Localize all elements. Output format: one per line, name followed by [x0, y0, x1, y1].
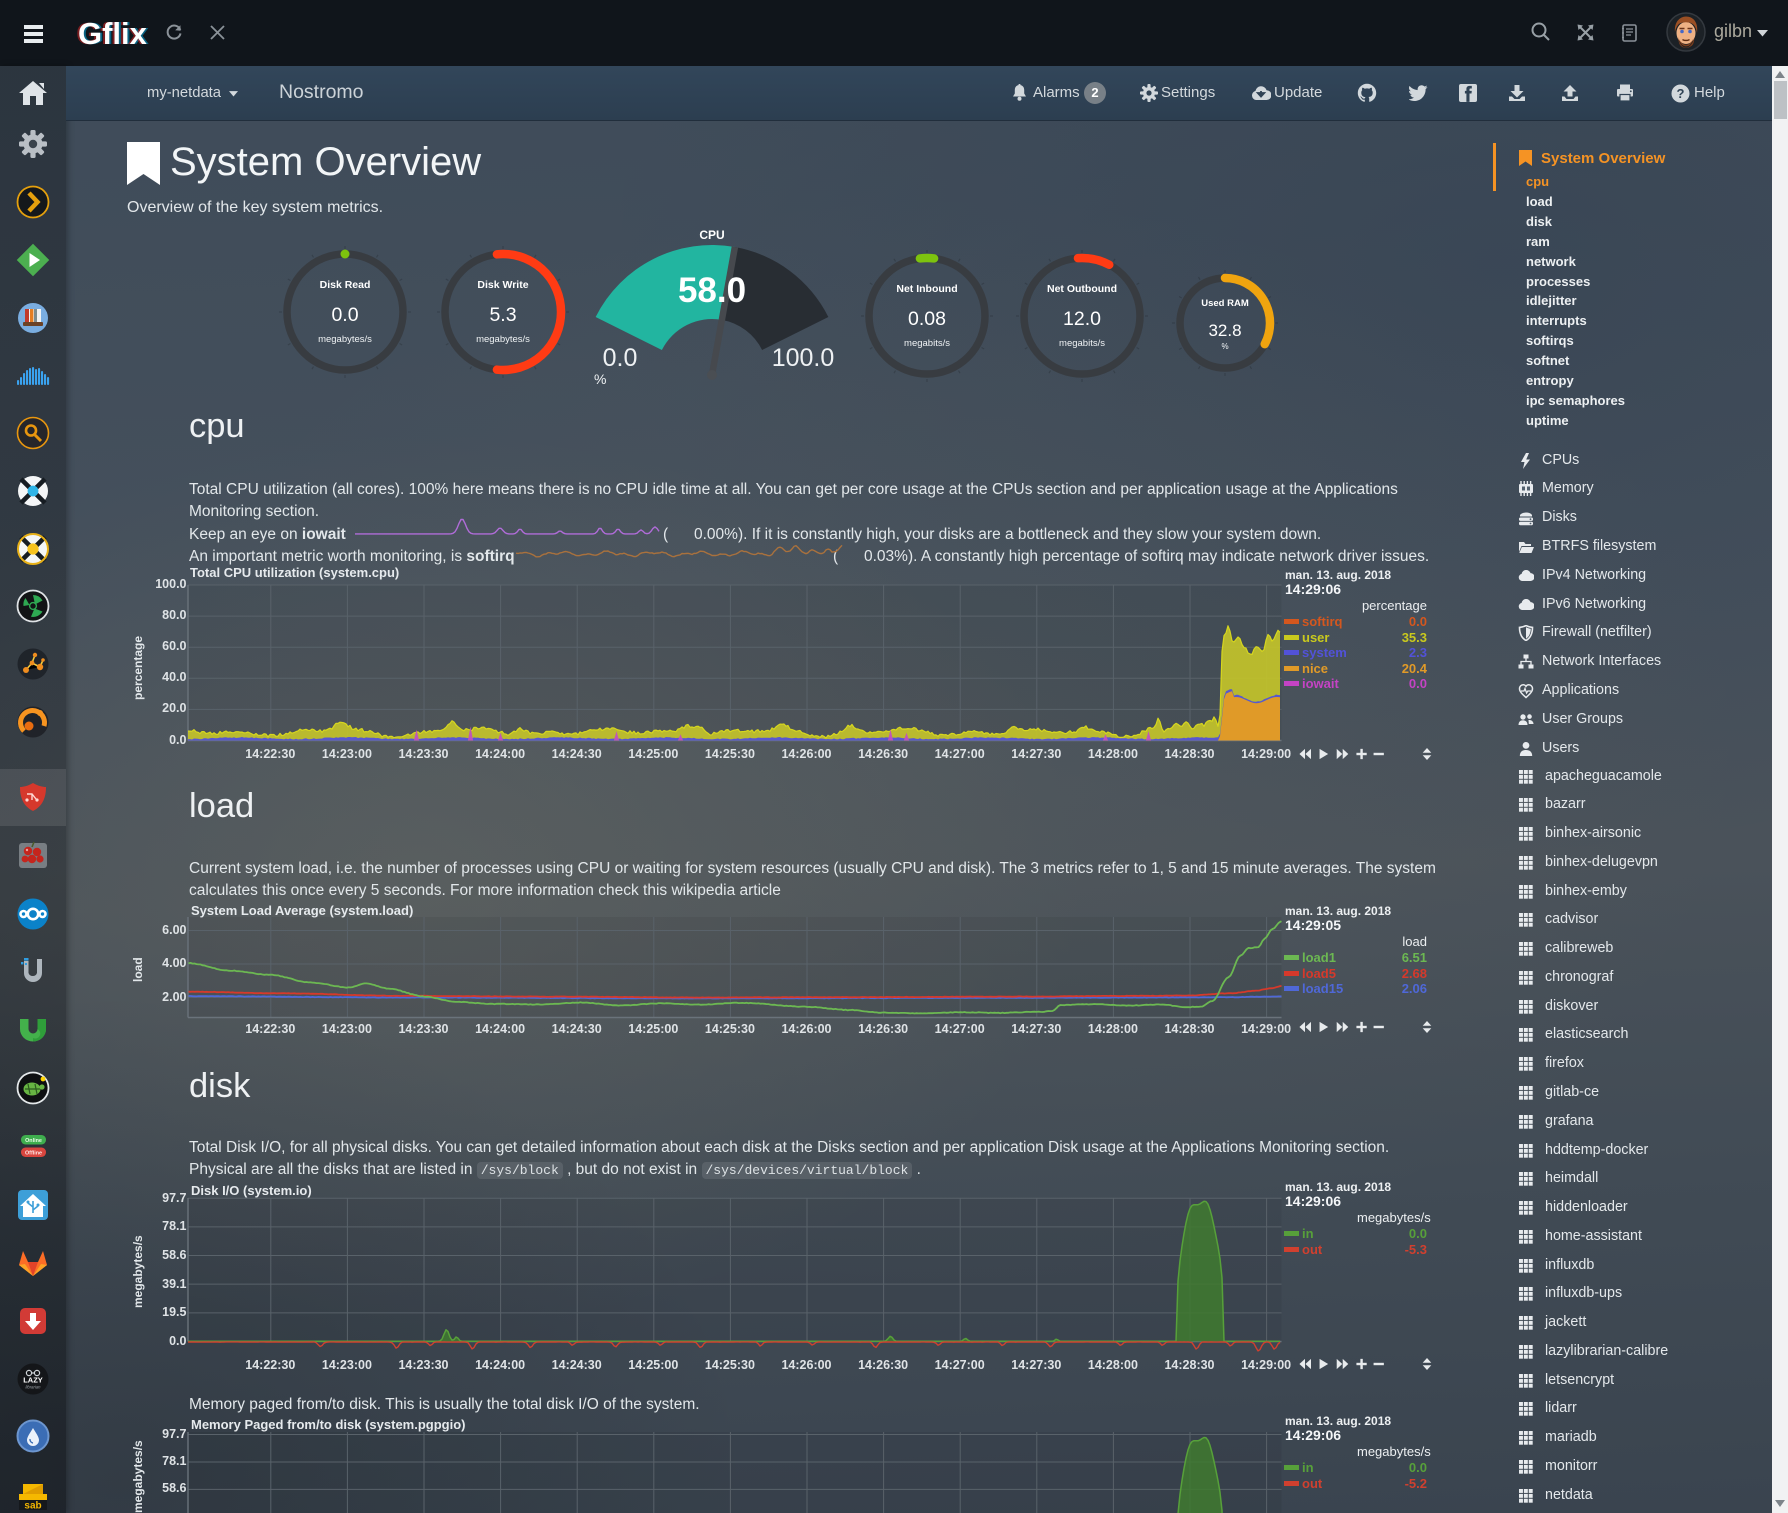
svg-text:librarian: librarian — [26, 1385, 42, 1390]
svg-text:Offline: Offline — [25, 1151, 42, 1157]
svg-text:?: ? — [1677, 86, 1685, 101]
svg-text:Online: Online — [25, 1138, 42, 1144]
svg-text:LAZY: LAZY — [23, 1376, 43, 1385]
svg-text:sab: sab — [24, 1501, 41, 1512]
